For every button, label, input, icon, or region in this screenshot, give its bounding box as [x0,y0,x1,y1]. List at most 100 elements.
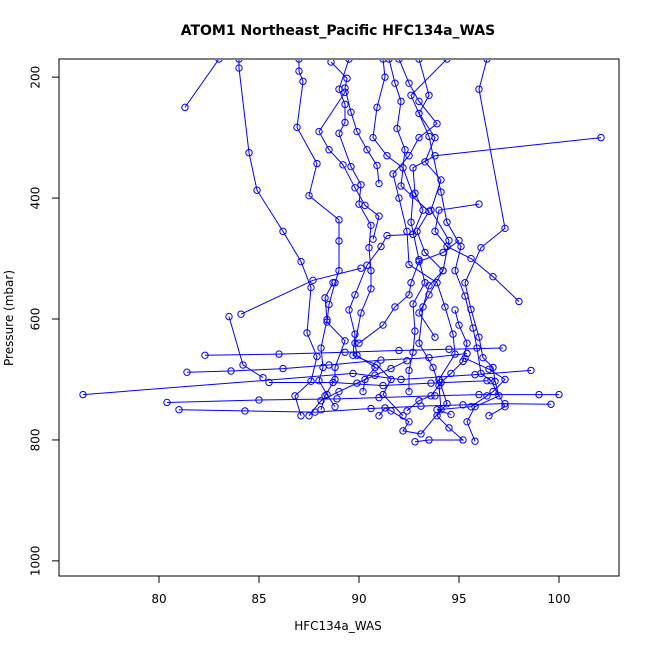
data-point-15-4 [421,158,429,166]
data-point-14-15 [443,399,451,408]
data-point-11-4 [335,129,343,138]
data-point-4-0 [163,398,171,407]
series-line-18 [348,137,602,417]
data-point-11-3 [341,118,349,127]
data-point-11-6 [357,181,365,189]
data-point-1-0 [295,60,303,63]
data-point-15-16 [399,427,407,435]
data-point-11-2 [341,100,349,109]
data-point-20-5 [315,376,323,385]
data-point-19-0 [515,297,523,306]
data-point-11-13 [351,339,359,347]
data-point-16-0 [443,60,451,63]
data-point-1-3 [293,123,301,132]
data-point-11-8 [367,221,375,229]
y-axis: 200 400 600 800 1000 [29,66,60,576]
data-point-23-7 [455,321,463,329]
data-point-15-20 [375,412,383,420]
data-point-0-5 [297,257,305,266]
data-point-18-8 [363,261,371,269]
data-point-17-4 [461,279,469,287]
data-point-11-10 [367,266,375,275]
data-point-15-11 [415,339,423,347]
x-tick-label-80: 80 [151,592,166,606]
data-point-25-7 [369,235,377,243]
data-point-15-12 [429,363,437,372]
data-point-13-2 [397,97,405,106]
data-point-25-3 [339,161,347,169]
data-point-0-4 [279,227,287,236]
data-point-13-4 [401,146,409,154]
data-point-15-9 [425,282,433,290]
data-point-23-1 [415,396,423,405]
data-point-0-9 [307,377,315,385]
data-point-17-1 [475,85,483,93]
data-point-6-1 [227,367,235,375]
series-line-26 [330,61,380,184]
chart-title: ATOM1 Northeast_Pacific HFC134a_WAS [181,23,496,39]
data-point-19-6 [475,200,483,208]
data-point-25-5 [361,201,369,210]
data-point-16-11 [487,376,495,385]
data-point-23-2 [427,392,435,400]
data-point-20-2 [323,315,331,324]
data-point-26-6 [373,161,381,170]
x-tick-label-85: 85 [251,592,266,606]
data-point-17-9 [491,377,499,385]
data-point-24-1 [317,396,325,405]
data-point-18-1 [431,152,439,160]
data-point-14-9 [405,260,413,269]
data-point-18-5 [409,230,417,239]
data-point-14-10 [433,279,441,287]
data-point-6-4 [377,356,385,364]
y-tick-label-600: 600 [29,308,43,331]
series-line-14 [392,60,465,443]
data-point-6-2 [279,364,287,373]
data-point-14-7 [395,194,403,202]
series-line-5 [178,403,552,413]
data-point-5-5 [459,401,467,409]
data-point-24-2 [335,387,343,396]
data-point-1-4 [313,159,321,168]
data-point-19-2 [467,254,475,263]
data-point-23-3 [437,378,445,387]
data-point-15-6 [427,206,435,214]
data-point-6-3 [325,361,333,369]
data-point-1-7 [335,237,343,245]
data-point-13-5 [397,182,405,190]
data-point-15-0 [415,60,423,63]
data-point-26-3 [347,108,355,116]
x-axis: 80 85 90 95 100 [151,575,570,606]
x-tick-label-90: 90 [351,592,366,606]
data-point-7-0 [201,351,209,359]
data-point-12-10 [409,300,417,308]
data-point-20-7 [331,402,339,411]
data-point-2-1 [215,60,223,63]
series-line-0 [238,60,318,416]
data-point-1-2 [299,77,307,86]
series-line-13 [388,60,444,338]
data-point-12-12 [409,348,417,356]
data-point-11-16 [361,375,369,384]
data-point-26-4 [353,127,361,136]
data-point-24-4 [371,371,379,379]
data-point-17-5 [467,305,475,314]
x-axis-label: HFC134a_WAS [294,619,382,633]
data-point-4-4 [431,392,439,400]
data-point-17-12 [463,418,471,426]
data-point-10-0 [265,378,273,387]
data-point-9-0 [237,310,245,318]
data-point-22-4 [489,387,497,396]
data-point-11-11 [367,285,375,293]
data-point-13-0 [385,60,393,63]
data-point-3-1 [349,369,357,378]
data-point-18-15 [379,390,387,399]
data-point-0-2 [245,149,253,157]
series-line-23 [406,309,468,412]
data-point-14-5 [405,152,413,160]
data-point-18-6 [383,231,391,240]
data-point-14-1 [405,79,413,87]
data-point-15-15 [417,430,425,438]
y-tick-label-800: 800 [29,428,43,451]
data-point-0-7 [303,329,311,337]
